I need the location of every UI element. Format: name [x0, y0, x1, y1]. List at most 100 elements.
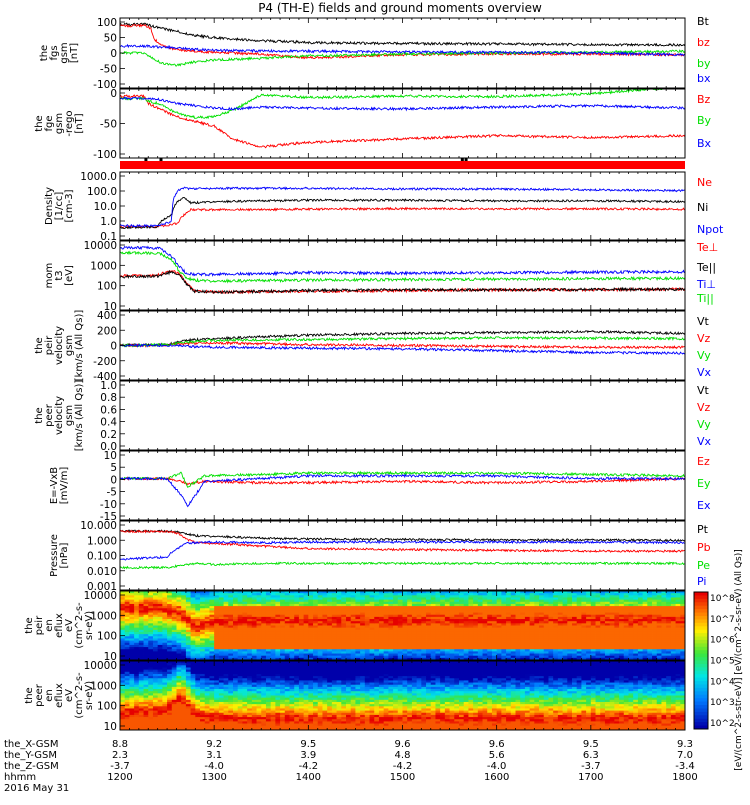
legend-vy: Vy [697, 418, 711, 431]
legend-vz: Vz [697, 401, 711, 414]
series-ex [120, 475, 685, 507]
y-tick-label: 0 [110, 341, 117, 353]
y-tick-label: 0.010 [87, 566, 117, 578]
y-tick-label: 100 [97, 281, 117, 293]
legend-bx: bx [697, 72, 711, 85]
legend-ey: Ey [697, 477, 711, 490]
panel-frame [120, 451, 685, 520]
legend-bz: bz [697, 36, 710, 49]
legend-ne: Ne [697, 176, 712, 189]
series-pe [120, 562, 685, 568]
y-tick-label: -10 [100, 499, 117, 511]
y-tick-label: 1.000 [87, 535, 117, 547]
panel-efield [120, 451, 685, 520]
panel-frame [120, 381, 685, 450]
y-tick-label: -100 [93, 149, 117, 161]
panel-frame [120, 521, 685, 590]
y-tick-label: 50 [104, 33, 117, 45]
y-tick-label: 0.8 [100, 392, 117, 404]
y-tick-label: 10.0 [94, 201, 117, 213]
series-te [120, 271, 685, 293]
legend-npot: Npot [697, 223, 724, 236]
y-tick-label: -5 [107, 487, 117, 499]
status-bar [120, 161, 685, 169]
legend-ti: Ti|| [696, 292, 714, 305]
y-tick-label: 10.000 [80, 520, 117, 532]
legend-bx: Bx [697, 137, 712, 150]
panel-fgs [120, 18, 685, 88]
legend-vt: Vt [697, 315, 710, 328]
legend-pi: Pi [697, 575, 706, 588]
y-axis-label: [cm-3] [64, 189, 75, 222]
y-tick-label: 0 [110, 474, 117, 486]
legend-pt: Pt [697, 523, 709, 536]
legend-by: by [697, 57, 711, 70]
series-vz [120, 342, 685, 349]
legend-ex: Ex [697, 499, 711, 512]
y-axis-label: [km/s (All Qs)] [74, 310, 85, 382]
legend-vz: Vz [697, 332, 711, 345]
y-tick-label: 1000.0 [80, 171, 117, 183]
series-ni [120, 198, 685, 229]
y-tick-label: 100 [97, 17, 117, 29]
y-axis-label: [eV] [64, 265, 75, 286]
y-tick-label: 100.0 [87, 186, 117, 198]
legend-ni: Ni [697, 201, 708, 214]
y-axis-label: [mV/m] [59, 467, 70, 505]
series-bx [120, 97, 685, 110]
legend-by: By [697, 114, 712, 127]
y-tick-label: 200 [97, 325, 117, 337]
y-tick-label: -200 [93, 356, 117, 368]
y-axis-label: [nPa] [59, 542, 70, 568]
y-tick-label: 1.0 [100, 380, 117, 392]
y-tick-label: 1000 [90, 260, 117, 272]
panel-fge [120, 89, 685, 158]
series-bz [120, 95, 685, 148]
series-ti [120, 247, 685, 276]
panel-temps [120, 241, 685, 310]
series-ti [120, 252, 685, 283]
y-tick-label: 0 [110, 88, 117, 100]
legend-bt: Bt [697, 15, 710, 28]
series-bt [120, 23, 685, 46]
y-tick-label: 5 [110, 462, 117, 474]
panel-density [120, 172, 685, 240]
y-tick-label: 1.0 [100, 216, 117, 228]
legend-vy: Vy [697, 349, 711, 362]
panel-peir-vel [120, 311, 685, 380]
series-ne [120, 208, 685, 228]
panel-pressure [120, 521, 685, 590]
legend-te: Te⊥ [696, 241, 718, 254]
y-tick-label: 0.100 [87, 551, 117, 563]
y-tick-label: 10000 [84, 240, 117, 252]
legend-bz: Bz [697, 93, 711, 106]
legend-vx: Vx [697, 366, 712, 379]
y-axis-label: [nT] [74, 113, 85, 133]
legend-te: Te|| [696, 261, 716, 274]
legend-vt: Vt [697, 384, 710, 397]
panel-frame [120, 172, 685, 240]
panel-peer-vel [120, 381, 685, 450]
y-axis-label: [nT] [69, 43, 80, 63]
plot-title: P4 (TH-E) fields and ground moments over… [258, 1, 542, 15]
y-tick-label: -50 [100, 64, 117, 76]
legend-ti: Ti⊥ [696, 278, 716, 291]
legend-ez: Ez [697, 455, 710, 468]
legend-pb: Pb [697, 541, 711, 554]
y-tick-label: 400 [97, 310, 117, 322]
series-pt [120, 530, 685, 541]
y-tick-label: 0.6 [100, 404, 117, 416]
panel-peir-eflux [120, 591, 685, 660]
legend-pe: Pe [697, 559, 710, 572]
legend-vx: Vx [697, 435, 712, 448]
y-tick-label: 0 [110, 48, 117, 60]
y-tick-label: 0.4 [100, 417, 117, 429]
y-tick-label: -50 [100, 119, 117, 131]
y-tick-label: 10 [104, 450, 117, 462]
y-axis-label: [km/s (All Qs)] [74, 380, 85, 452]
y-tick-label: 0.2 [100, 429, 117, 441]
series-npot [120, 187, 685, 227]
panel-frame [120, 241, 685, 310]
